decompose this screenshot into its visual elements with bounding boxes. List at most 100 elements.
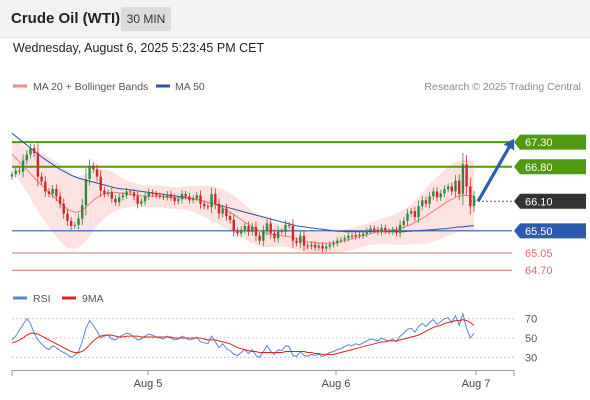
candle: [469, 178, 472, 215]
candle-body: [84, 179, 88, 206]
candle-body: [354, 234, 357, 237]
candle: [10, 170, 14, 180]
candle-body: [262, 230, 265, 241]
candle-body: [121, 195, 125, 198]
candle: [151, 189, 154, 197]
candle-body: [347, 235, 350, 239]
candle: [395, 226, 398, 237]
candle-body: [125, 191, 128, 196]
candle-body: [251, 226, 254, 232]
candle: [32, 144, 36, 157]
rsi-legend-swatch: [13, 296, 27, 300]
candle: [117, 193, 121, 207]
candle: [136, 191, 139, 209]
candle: [417, 200, 420, 223]
candle: [84, 168, 88, 216]
candle: [421, 196, 424, 211]
candle-body: [62, 203, 65, 214]
rsi-ma-legend-label: 9MA: [82, 293, 104, 305]
candle-body: [51, 188, 54, 194]
candle-body: [380, 227, 383, 232]
rsi-tick-70: 70: [525, 314, 537, 326]
candle-body: [151, 192, 154, 194]
timeframe-button[interactable]: 30 MIN: [121, 7, 171, 31]
candle: [95, 164, 99, 182]
candle: [350, 232, 354, 240]
candle: [424, 196, 428, 208]
candle: [225, 203, 228, 221]
chart-timestamp: Wednesday, August 6, 2025 5:23:45 PM CET: [13, 41, 265, 55]
candle-body: [435, 191, 439, 198]
candle-body: [265, 223, 269, 231]
candle: [365, 227, 369, 238]
bollinger-band: [12, 139, 474, 254]
candle: [280, 228, 284, 235]
candle-body: [136, 196, 139, 204]
rsi-ma-legend-swatch: [62, 296, 76, 300]
candle-body: [273, 233, 276, 239]
candle-body: [202, 203, 206, 207]
candle: [384, 224, 387, 235]
candle-body: [225, 208, 228, 217]
x-tick-label: Aug 5: [134, 378, 163, 390]
candle-body: [417, 206, 420, 218]
candle-body: [236, 230, 239, 234]
candle-body: [206, 206, 210, 208]
candle-body: [21, 160, 25, 172]
candle: [191, 195, 195, 204]
candle-body: [328, 244, 332, 247]
candle: [269, 218, 272, 239]
candle-body: [295, 240, 298, 244]
candle-body: [458, 180, 461, 194]
candle-body: [288, 224, 291, 226]
level-tag-64-70: 64.70: [525, 265, 553, 277]
candle-body: [358, 234, 361, 236]
candle: [402, 217, 405, 229]
candle-body: [77, 218, 80, 225]
candle: [147, 188, 150, 200]
ma50-legend-label: MA 50: [175, 81, 205, 93]
candle-body: [143, 196, 147, 202]
candle-body: [29, 148, 32, 155]
rsi-ma-line: [11, 319, 475, 355]
candle-body: [36, 153, 40, 177]
candle-body: [439, 193, 442, 198]
candle: [217, 198, 221, 219]
projection-arrow: [476, 141, 514, 203]
candle: [443, 185, 446, 198]
candle-body: [461, 164, 465, 194]
candle-body: [217, 203, 221, 214]
candle-body: [395, 229, 398, 233]
candle: [99, 170, 102, 198]
candle-body: [44, 181, 47, 192]
candle: [328, 241, 332, 250]
candle: [373, 225, 376, 233]
candle-body: [443, 188, 446, 194]
candle: [132, 188, 136, 200]
candle-body: [95, 169, 99, 177]
candle-body: [55, 188, 58, 197]
candle: [299, 231, 302, 248]
candle: [73, 222, 77, 229]
candle-body: [18, 170, 21, 172]
candle-body: [58, 196, 62, 204]
candle: [446, 183, 450, 193]
candle-body: [424, 200, 428, 204]
candle-body: [409, 211, 413, 214]
candle: [251, 222, 254, 236]
candle: [158, 192, 162, 200]
level-tag-66-10-bg: [514, 193, 586, 209]
candle: [140, 198, 143, 207]
candle: [243, 222, 247, 234]
candle: [202, 200, 206, 210]
candle: [36, 143, 40, 187]
candle: [21, 154, 25, 178]
candle: [391, 226, 394, 235]
candle-body: [106, 192, 110, 194]
candle-body: [169, 194, 173, 198]
candle: [81, 198, 84, 225]
ma20-line: [11, 154, 475, 244]
candle-body: [269, 223, 272, 234]
candle: [428, 191, 431, 209]
candle: [62, 198, 65, 219]
